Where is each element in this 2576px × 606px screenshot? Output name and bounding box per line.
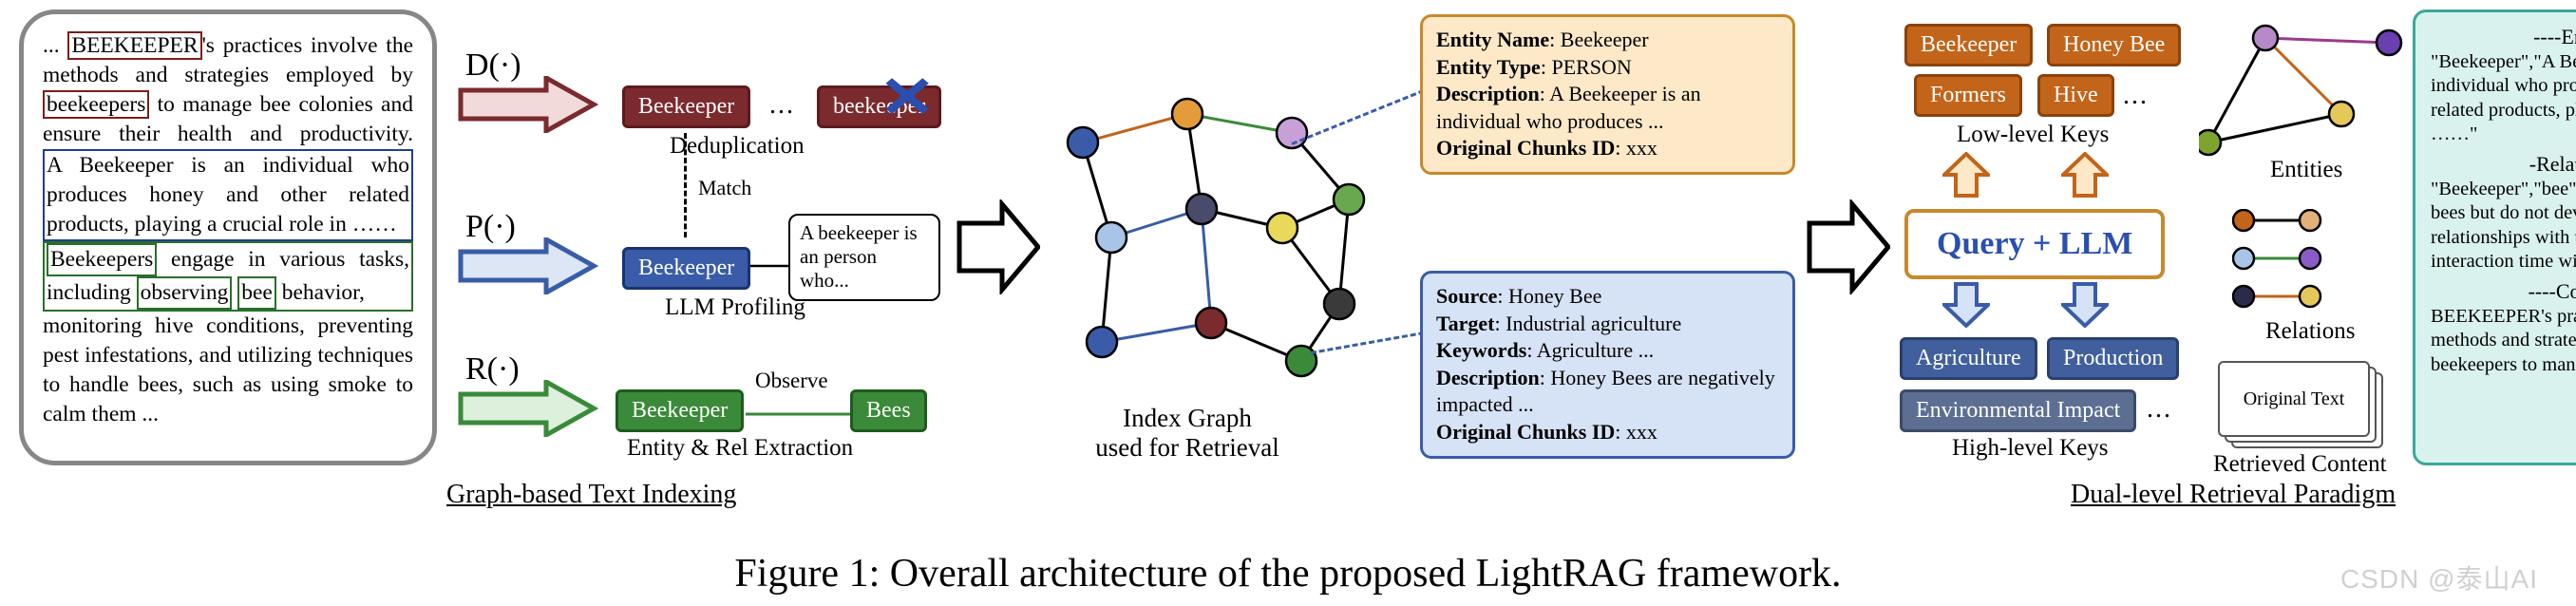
src-green-w0: Beekeepers	[47, 243, 157, 276]
cross-out-icon: ✕	[879, 65, 936, 131]
arrow-to-graph	[955, 199, 1040, 294]
lowkey-3: Formers	[1914, 74, 2022, 117]
profiling-label: LLM Profiling	[665, 294, 805, 321]
arrow-to-dual	[1805, 199, 1890, 294]
sheet-front: Original Text	[2218, 361, 2370, 437]
out-h3: ----Contexts----	[2431, 278, 2576, 305]
highkeys-label: High-level Keys	[1952, 435, 2109, 462]
lowkeys-label: Low-level Keys	[1957, 122, 2109, 148]
retrieved-label: Retrieved Content	[2213, 451, 2387, 478]
up-arrow-2	[2061, 152, 2109, 199]
lowkey-4: Hive	[2037, 74, 2114, 117]
source-text-panel: ... BEEKEEPER's practices involve the me…	[19, 9, 437, 465]
ec-name-v: Beekeeper	[1561, 28, 1649, 51]
match-line	[684, 133, 687, 237]
output-panel: ----Entities---- "Beekeeper","A Beekeepe…	[2413, 9, 2576, 465]
ec-ch-k: Original Chunks ID	[1436, 136, 1615, 160]
ec-type-v: PERSON	[1551, 55, 1631, 79]
src-green-wrap: Beekeepers engage in various tasks, incl…	[43, 241, 413, 312]
highkey-1: Agriculture	[1900, 337, 2037, 380]
highkey-dots: ...	[2147, 394, 2172, 425]
profile-bubble: A beekeeper is an person who...	[788, 214, 940, 301]
dedup-tag-1: Beekeeper	[622, 85, 750, 128]
section-left-label: Graph-based Text Indexing	[446, 480, 736, 510]
rc-d-k: Description	[1436, 366, 1540, 389]
arrow-d	[456, 76, 598, 133]
src-blue: A Beekeeper is an individual who produce…	[43, 149, 413, 241]
down-arrow-1	[1942, 280, 1990, 328]
highkey-3: Environmental Impact	[1900, 389, 2136, 432]
out-h2: -Relationships-	[2431, 151, 2576, 178]
ec-type-k: Entity Type	[1436, 55, 1541, 79]
watermark: CSDN @泰山AI	[2340, 559, 2538, 597]
extract-edge-label: Observe	[755, 369, 828, 393]
src-green-w1: observing	[137, 276, 233, 310]
match-label: Match	[698, 176, 751, 200]
legend-entities-graph	[2199, 19, 2408, 171]
rc-c-v: xxx	[1626, 420, 1657, 444]
profile-tag: Beekeeper	[622, 247, 750, 290]
src-tail: monitoring hive conditions, preventing p…	[43, 313, 413, 426]
rc-k-k: Keywords	[1436, 338, 1526, 362]
src-red-2: beekeepers	[43, 90, 149, 119]
out-r: "Beekeeper","bee","Beekeepers manage bee…	[2431, 178, 2576, 275]
legend-relations-label: Relations	[2265, 318, 2355, 345]
rc-s-v: Honey Bee	[1508, 284, 1601, 308]
section-right-label: Dual-level Retrieval Paradigm	[2071, 480, 2396, 510]
extract-label: Entity & Rel Extraction	[627, 435, 853, 462]
index-graph-label: Index Graph used for Retrieval	[1064, 404, 1311, 463]
ec-ch-v: xxx	[1626, 136, 1657, 160]
legend-entities-label: Entities	[2270, 157, 2342, 183]
up-arrow-1	[1942, 152, 1990, 199]
rc-k-v: Agriculture ...	[1537, 338, 1654, 362]
relation-card: Source: Honey Bee Target: Industrial agr…	[1420, 271, 1795, 459]
extract-edge	[746, 397, 850, 420]
arrow-p	[456, 237, 598, 294]
entity-card: Entity Name: Beekeeper Entity Type: PERS…	[1420, 14, 1795, 175]
arrow-r	[456, 380, 598, 437]
diagram-canvas: ... BEEKEEPER's practices involve the me…	[19, 9, 2557, 541]
index-graph	[1045, 85, 1387, 399]
lowkey-dots: ...	[2123, 81, 2149, 111]
src-g-m2: behavior,	[276, 280, 365, 305]
rc-c-k: Original Chunks ID	[1436, 420, 1615, 444]
highkey-2: Production	[2047, 337, 2179, 380]
profile-link-line	[750, 256, 788, 275]
src-red-1: BEEKEEPER	[67, 31, 201, 60]
rc-s-k: Source	[1436, 284, 1497, 308]
dedup-dots: ...	[769, 90, 795, 121]
down-arrow-2	[2061, 280, 2109, 328]
ec-desc-k: Description	[1436, 82, 1540, 105]
legend-relations-graph	[2232, 209, 2337, 313]
src-prefix: ...	[43, 33, 67, 58]
dedup-label: Deduplication	[670, 133, 805, 160]
src-green-w2: bee	[237, 276, 276, 310]
out-e: "Beekeeper","A Beekeeper is an individua…	[2431, 50, 2576, 148]
query-llm-box: Query + LLM	[1904, 209, 2165, 279]
ec-name-k: Entity Name	[1436, 28, 1549, 51]
retrieved-stack: Original Text	[2218, 361, 2384, 446]
lowkey-1: Beekeeper	[1904, 24, 2033, 66]
figure-caption: Figure 1: Overall architecture of the pr…	[19, 551, 2557, 597]
out-c: BEEKEEPER's practices involve the method…	[2431, 305, 2576, 378]
lowkey-2: Honey Bee	[2047, 24, 2181, 66]
extract-tag-2: Bees	[850, 389, 927, 432]
rc-t-v: Industrial agriculture	[1506, 312, 1681, 335]
rc-t-k: Target	[1436, 312, 1495, 335]
out-h1: ----Entities----	[2431, 24, 2576, 50]
extract-tag-1: Beekeeper	[616, 389, 744, 432]
